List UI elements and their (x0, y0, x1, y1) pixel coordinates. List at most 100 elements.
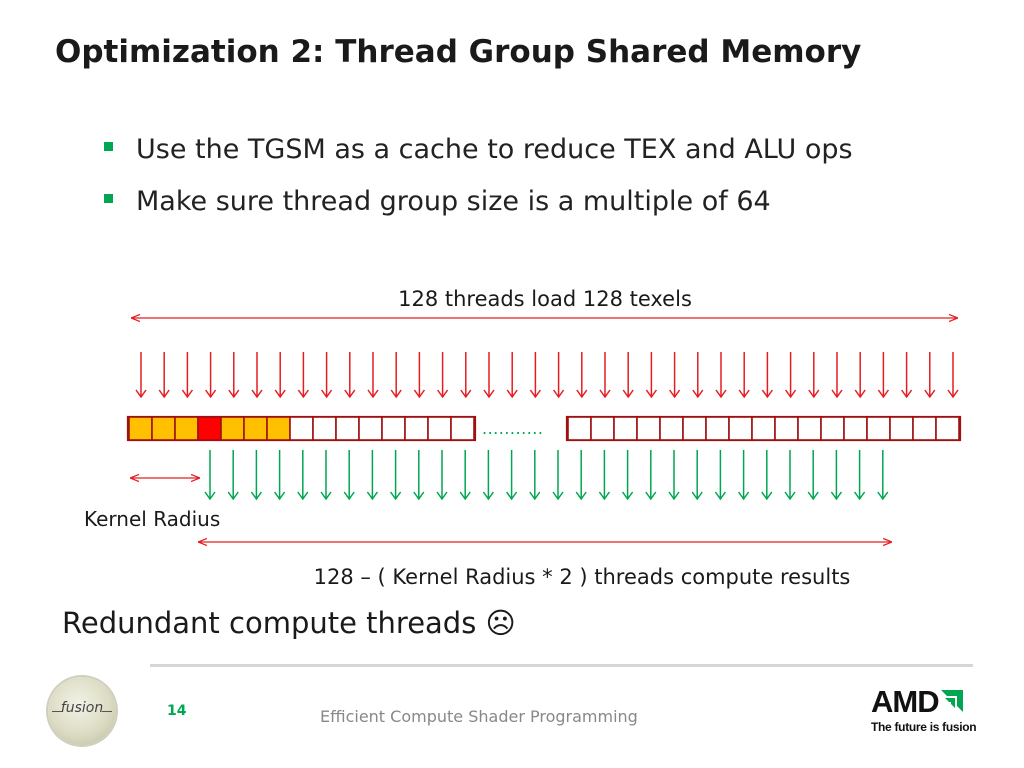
load-arrow (483, 352, 495, 399)
compute-arrow (552, 450, 564, 501)
compute-arrow (830, 450, 843, 501)
amd-tagline: The future is fusion (871, 720, 977, 734)
fusion-logo-line-left (52, 711, 62, 712)
fusion-logo-text: fusion (60, 700, 104, 716)
compute-arrow-head (273, 491, 286, 501)
compute-arrow-head (459, 491, 471, 501)
compute-arrow (575, 450, 587, 501)
load-arrow (158, 352, 170, 399)
compute-arrow (784, 450, 796, 501)
texel-cell (358, 416, 383, 441)
load-arrow-head (900, 389, 913, 399)
load-arrow-head (784, 389, 797, 399)
load-arrow-head (715, 389, 727, 399)
ellipsis-dots: ........... (482, 419, 543, 438)
texel-cell (335, 416, 360, 441)
compute-arrow (645, 450, 657, 501)
texel-cell (197, 416, 222, 441)
compute-arrow (413, 450, 425, 501)
load-arrow (761, 352, 774, 399)
load-arrow-head (808, 389, 820, 399)
load-arrow-head (297, 389, 310, 399)
bullet-item: Use the TGSM as a cache to reduce TEX an… (104, 124, 853, 176)
load-arrow-head (367, 389, 379, 399)
texel-cell (151, 416, 176, 441)
texel-cell (682, 416, 707, 441)
load-arrow (274, 352, 286, 399)
texel-cell (935, 416, 960, 441)
bullet-list: Use the TGSM as a cache to reduce TEX an… (104, 124, 853, 228)
load-arrow-head (413, 389, 426, 399)
load-arrow (947, 352, 959, 399)
load-arrow (831, 352, 843, 399)
compute-arrow-head (877, 491, 889, 501)
load-arrow-head (251, 389, 263, 399)
texel-cell (843, 416, 868, 441)
texel-cell (889, 416, 914, 441)
load-arrow-head (854, 389, 866, 399)
load-arrow-head (158, 389, 170, 399)
load-arrow (576, 352, 588, 399)
compute-arrow-head (529, 491, 541, 501)
texel-cell (289, 416, 314, 441)
compute-arrow (853, 450, 866, 501)
load-arrow (668, 352, 681, 399)
compute-arrows (204, 450, 889, 501)
compute-arrow-head (297, 491, 309, 501)
compute-arrow-head (853, 491, 866, 501)
load-arrow-head (761, 389, 774, 399)
texel-cell (728, 416, 753, 441)
amd-logo-word: AMD (871, 684, 940, 719)
compute-arrow-head (784, 491, 796, 501)
top-label: 128 threads load 128 texels (398, 287, 692, 311)
bullet-square-icon (104, 142, 113, 151)
load-arrow (135, 352, 147, 399)
texel-cell (567, 416, 592, 441)
load-arrow-head (181, 389, 194, 399)
compute-arrow (529, 450, 541, 501)
page-number: 14 (167, 703, 187, 719)
load-arrow (715, 352, 727, 399)
load-arrow (552, 352, 565, 399)
load-arrow (529, 352, 542, 399)
texel-cell (820, 416, 845, 441)
load-arrow (390, 352, 402, 399)
load-arrow-head (645, 389, 658, 399)
load-arrow-head (135, 389, 147, 399)
compute-arrow-head (204, 491, 216, 501)
compute-arrow (877, 450, 889, 501)
compute-arrow (761, 450, 773, 501)
compute-arrow (459, 450, 471, 501)
compute-arrow-head (482, 491, 495, 501)
compute-arrow-head (250, 491, 263, 501)
texel-cell (174, 416, 199, 441)
compute-arrow-head (645, 491, 657, 501)
texel-cell (751, 416, 776, 441)
load-arrow (692, 352, 704, 399)
compute-arrow-head (761, 491, 773, 501)
compute-arrow-head (807, 491, 819, 501)
texel-cell (659, 416, 684, 441)
load-arrow-head (947, 389, 959, 399)
amd-arrow-icon (940, 690, 963, 712)
compute-arrow-head (714, 491, 727, 501)
compute-arrow (366, 450, 379, 501)
load-arrow-head (576, 389, 588, 399)
texel-cell (381, 416, 406, 441)
compute-arrow-head (413, 491, 425, 501)
load-arrow (877, 352, 890, 399)
bullet-square-icon (104, 194, 113, 203)
compute-arrow-head (552, 491, 564, 501)
texel-cells (126, 415, 962, 442)
load-arrow-head (552, 389, 565, 399)
load-arrow-head (274, 389, 286, 399)
compute-arrow-head (436, 491, 448, 501)
compute-arrow-head (505, 491, 518, 501)
load-arrow (297, 352, 310, 399)
load-arrow-head (831, 389, 843, 399)
footer-divider (150, 664, 973, 667)
load-arrow (320, 352, 333, 399)
compute-arrow-head (737, 491, 750, 501)
compute-arrow (621, 450, 634, 501)
load-arrow (738, 352, 750, 399)
